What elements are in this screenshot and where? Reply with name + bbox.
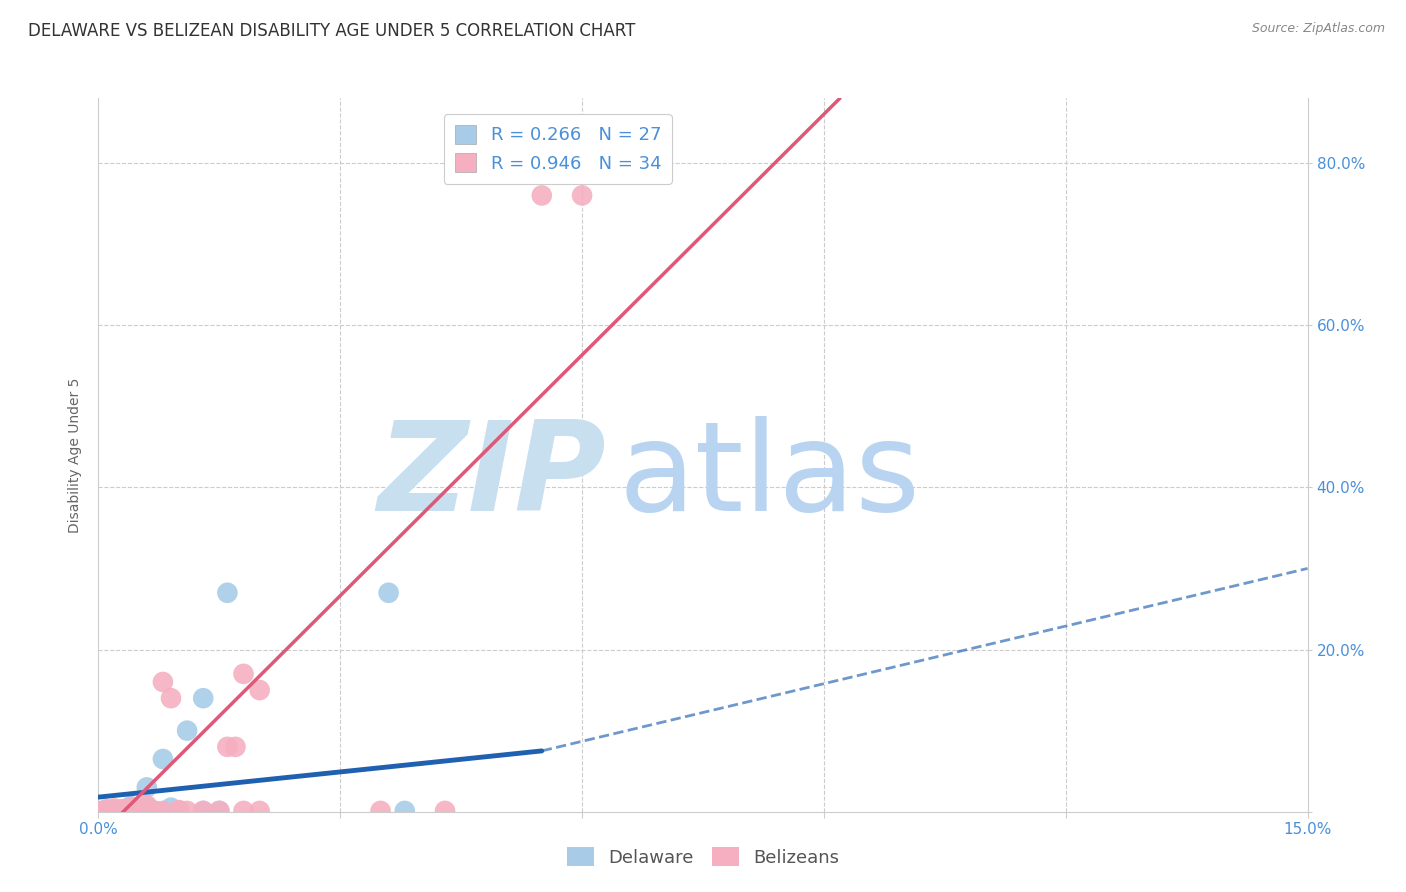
Point xyxy=(91,804,114,818)
Point xyxy=(249,683,271,698)
Point xyxy=(111,803,134,817)
Point xyxy=(152,804,174,818)
Y-axis label: Disability Age Under 5: Disability Age Under 5 xyxy=(69,377,83,533)
Point xyxy=(377,586,399,600)
Point xyxy=(128,804,150,818)
Point xyxy=(394,804,416,818)
Point xyxy=(208,804,231,818)
Point xyxy=(370,804,392,818)
Point xyxy=(128,803,150,817)
Point xyxy=(103,804,125,818)
Point xyxy=(96,804,118,818)
Point xyxy=(111,802,134,816)
Point xyxy=(193,804,215,818)
Point xyxy=(193,691,215,706)
Point xyxy=(160,800,183,814)
Point xyxy=(434,804,457,818)
Point xyxy=(224,739,246,754)
Point xyxy=(193,804,215,818)
Point xyxy=(135,804,157,818)
Legend: Delaware, Belizeans: Delaware, Belizeans xyxy=(560,840,846,874)
Point xyxy=(96,803,118,817)
Text: ZIP: ZIP xyxy=(378,416,606,537)
Point xyxy=(120,804,142,818)
Point xyxy=(120,800,142,814)
Point xyxy=(152,675,174,690)
Point xyxy=(111,804,134,818)
Point xyxy=(96,802,118,816)
Point xyxy=(232,666,254,681)
Text: Source: ZipAtlas.com: Source: ZipAtlas.com xyxy=(1251,22,1385,36)
Point xyxy=(100,804,122,818)
Point xyxy=(128,803,150,817)
Legend: R = 0.266   N = 27, R = 0.946   N = 34: R = 0.266 N = 27, R = 0.946 N = 34 xyxy=(444,114,672,184)
Point xyxy=(91,804,114,818)
Point xyxy=(107,804,129,818)
Point xyxy=(128,804,150,818)
Point xyxy=(143,804,166,818)
Point xyxy=(120,804,142,818)
Point xyxy=(217,586,239,600)
Point xyxy=(96,804,118,818)
Point xyxy=(217,739,239,754)
Point xyxy=(249,804,271,818)
Point xyxy=(176,723,198,738)
Point xyxy=(103,803,125,817)
Point xyxy=(152,752,174,766)
Point xyxy=(96,803,118,817)
Text: atlas: atlas xyxy=(619,416,921,537)
Point xyxy=(111,803,134,817)
Point xyxy=(103,801,125,815)
Text: DELAWARE VS BELIZEAN DISABILITY AGE UNDER 5 CORRELATION CHART: DELAWARE VS BELIZEAN DISABILITY AGE UNDE… xyxy=(28,22,636,40)
Point xyxy=(232,804,254,818)
Point xyxy=(530,188,553,202)
Point xyxy=(167,804,190,818)
Point xyxy=(111,804,134,818)
Point xyxy=(135,780,157,795)
Point xyxy=(176,804,198,818)
Point xyxy=(208,804,231,818)
Point xyxy=(160,691,183,706)
Point xyxy=(571,188,593,202)
Point xyxy=(100,804,122,818)
Point xyxy=(135,798,157,813)
Point xyxy=(143,804,166,818)
Point xyxy=(135,800,157,814)
Point xyxy=(103,804,125,818)
Point xyxy=(167,803,190,817)
Point xyxy=(120,799,142,814)
Point xyxy=(111,802,134,816)
